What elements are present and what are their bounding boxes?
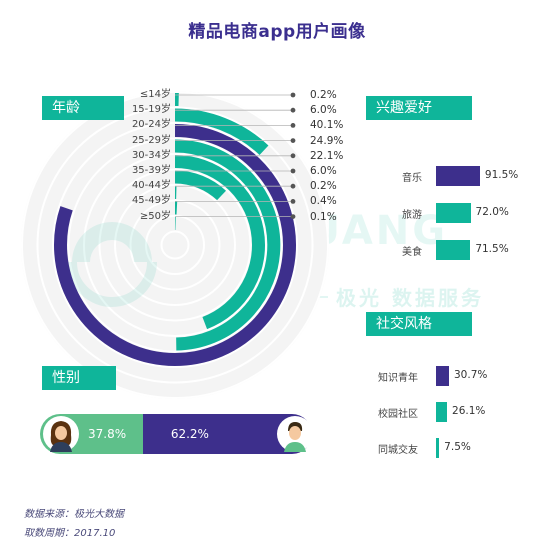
bar-value-label: 71.5% [475, 243, 509, 255]
bar-category-label: 知识青年 [378, 373, 418, 384]
age-category-label: ≥50岁 [139, 210, 171, 222]
age-leader-dot [290, 153, 296, 159]
age-category-label: 20-24岁 [131, 119, 171, 131]
gender-female-value: 37.8% [88, 427, 127, 441]
age-value-label: 0.1% [310, 210, 337, 223]
age-bar [174, 170, 226, 201]
gender-bar: 37.8% 62.2% [40, 414, 312, 454]
data-period-text: 取数周期：2017.10 [24, 528, 116, 539]
age-leader-dot [290, 107, 296, 113]
age-category-label: 25-29岁 [131, 134, 171, 146]
age-bar [174, 108, 269, 156]
bar-value-label: 91.5% [484, 169, 519, 181]
age-value-label: 0.2% [310, 89, 337, 101]
bar-mark [436, 402, 448, 422]
age-category-label: 45-49岁 [131, 195, 171, 207]
bar-mark [436, 438, 440, 458]
age-bars [54, 93, 296, 366]
section-label-gender: 性别 [42, 366, 116, 390]
bar-category-label: 美食 [402, 247, 422, 258]
age-category-label: 30-34岁 [131, 149, 171, 161]
watermark-tagline: 极光 数据服务 [336, 286, 484, 310]
age-bar [174, 139, 281, 351]
gender-male-value: 62.2% [170, 427, 209, 441]
age-category-label: 35-39岁 [131, 165, 171, 176]
bar-mark [436, 240, 471, 260]
section-label-social: 社交风格 [366, 312, 472, 336]
age-leader-dot [290, 92, 296, 98]
age-category-label: ≤14岁 [139, 89, 171, 100]
age-bar [54, 124, 296, 366]
age-leader-dot [290, 123, 296, 128]
age-leader-dot [290, 199, 296, 204]
age-value-label: 22.1% [310, 149, 344, 162]
bar-mark [436, 166, 480, 186]
age-leader-dot [290, 183, 296, 189]
bar-mark [436, 203, 471, 223]
bar-category-label: 音乐 [402, 173, 422, 184]
bar-value-label: 72.0% [475, 206, 509, 218]
section-label-interest: 兴趣爱好 [366, 96, 472, 120]
watermark-logo-icon [67, 221, 157, 307]
age-leader-dot [290, 168, 296, 174]
bar-category-label: 同城交友 [378, 445, 418, 456]
bar-value-label: 30.7% [454, 369, 488, 381]
age-value-label: 0.4% [310, 195, 337, 208]
age-value-label: 40.1% [310, 119, 344, 132]
age-leader-dot [290, 214, 296, 220]
age-value-label: 24.9% [310, 134, 344, 147]
bar-category-label: 旅游 [402, 210, 422, 221]
age-leader-lines [175, 92, 296, 220]
bar-value-label: 26.1% [452, 405, 486, 417]
age-leader-dot [290, 138, 296, 144]
background-rings [21, 91, 329, 399]
page-title: 精品电商app用户画像 [188, 22, 366, 42]
age-category-label: 40-44岁 [131, 180, 171, 192]
age-value-label: 0.2% [310, 180, 337, 193]
age-value-label: 6.0% [310, 104, 337, 117]
age-category-label: 15-19岁 [131, 104, 171, 116]
section-label-age: 年龄 [42, 96, 124, 120]
female-avatar-icon [43, 416, 79, 452]
bar-category-label: 校园社区 [378, 409, 418, 420]
bar-value-label: 7.5% [444, 441, 471, 453]
male-avatar-icon [277, 416, 313, 452]
age-bar [174, 155, 265, 330]
data-source-text: 数据来源：极光大数据 [24, 509, 124, 520]
age-value-label: 6.0% [310, 165, 337, 177]
bar-mark [436, 366, 449, 386]
